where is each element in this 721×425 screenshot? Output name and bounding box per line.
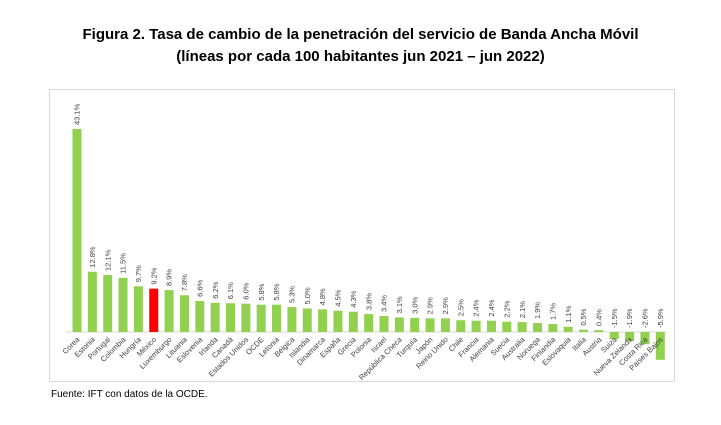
data-label-11: 6.0% xyxy=(241,282,250,299)
data-label-10: 6.1% xyxy=(226,282,235,299)
bar-5 xyxy=(149,288,159,332)
bar-26 xyxy=(471,320,481,332)
data-label-29: 2.1% xyxy=(518,301,527,318)
bar-27 xyxy=(486,320,496,332)
data-label-14: 5.3% xyxy=(288,286,297,303)
bar-34 xyxy=(594,330,604,332)
data-label-4: 9.7% xyxy=(134,265,143,282)
data-label-28: 2.2% xyxy=(502,300,511,317)
bar-29 xyxy=(517,322,527,332)
data-label-36: -1.9% xyxy=(625,308,634,328)
bar-17 xyxy=(333,310,343,332)
data-label-27: 2.4% xyxy=(487,299,496,316)
bar-24 xyxy=(440,318,450,332)
data-label-38: -5.9% xyxy=(656,308,665,328)
data-label-22: 3.0% xyxy=(410,296,419,313)
bar-12 xyxy=(256,304,266,332)
bar-3 xyxy=(118,277,128,332)
data-label-31: 1.7% xyxy=(548,303,557,320)
bar-0 xyxy=(72,129,82,332)
data-label-24: 2.9% xyxy=(441,297,450,314)
data-label-7: 7.8% xyxy=(180,274,189,291)
data-label-6: 8.9% xyxy=(165,269,174,286)
bar-18 xyxy=(348,311,358,332)
bar-6 xyxy=(164,290,174,332)
source-note: Fuente: IFT con datos de la OCDE. xyxy=(51,389,208,400)
data-label-3: 11.5% xyxy=(119,253,128,274)
bar-11 xyxy=(241,303,251,332)
data-label-33: 0.5% xyxy=(579,308,588,325)
bar-36 xyxy=(625,332,635,341)
data-label-26: 2.4% xyxy=(472,299,481,316)
bar-32 xyxy=(563,326,573,332)
chart-frame xyxy=(49,89,675,382)
bar-30 xyxy=(533,323,542,332)
bar-9 xyxy=(210,302,220,332)
bar-23 xyxy=(425,318,435,332)
bar-37 xyxy=(640,332,650,345)
bar-14 xyxy=(287,307,297,332)
bar-25 xyxy=(456,320,466,332)
data-label-17: 4.5% xyxy=(334,289,343,306)
bar-28 xyxy=(502,321,512,332)
bar-4 xyxy=(133,286,143,332)
data-label-12: 5.8% xyxy=(257,283,266,300)
bar-22 xyxy=(410,317,420,332)
bar-38 xyxy=(655,332,665,360)
bar-10 xyxy=(226,303,235,332)
bar-31 xyxy=(548,323,558,332)
data-label-15: 5.0% xyxy=(303,287,312,304)
data-label-23: 2.9% xyxy=(426,297,435,314)
chart-title-line1: Figura 2. Tasa de cambio de la penetraci… xyxy=(82,26,639,43)
data-label-21: 3.1% xyxy=(395,296,404,313)
bar-8 xyxy=(195,300,205,332)
data-label-13: 5.8% xyxy=(272,283,281,300)
data-label-34: 0.4% xyxy=(595,309,604,326)
bar-33 xyxy=(579,329,589,332)
data-label-2: 12.1% xyxy=(103,249,112,271)
bar-20 xyxy=(379,315,389,332)
data-label-18: 4.3% xyxy=(349,290,358,307)
chart-title: Figura 2. Tasa de cambio de la penetraci… xyxy=(0,24,721,68)
data-label-37: -2.6% xyxy=(641,308,650,328)
data-label-16: 4.8% xyxy=(318,288,327,305)
data-label-32: 1.1% xyxy=(564,305,573,322)
data-label-1: 12.8% xyxy=(88,246,97,268)
data-label-35: -1.5% xyxy=(610,308,619,328)
bar-19 xyxy=(364,314,374,332)
bar-1 xyxy=(87,271,97,332)
data-label-9: 6.2% xyxy=(211,281,220,298)
bar-16 xyxy=(318,309,328,332)
bar-2 xyxy=(103,275,113,332)
data-label-0: 43.1% xyxy=(73,103,82,125)
data-label-30: 1.9% xyxy=(533,302,542,319)
data-label-8: 6.6% xyxy=(195,279,204,296)
bar-21 xyxy=(394,317,404,332)
bar-35 xyxy=(609,332,619,340)
data-label-5: 9.2% xyxy=(149,267,158,284)
chart-title-line2: (líneas por cada 100 habitantes jun 2021… xyxy=(176,48,545,65)
data-label-25: 2.5% xyxy=(456,299,465,316)
bar-7 xyxy=(179,295,189,332)
data-label-20: 3.4% xyxy=(380,295,389,312)
bar-13 xyxy=(272,304,282,332)
bar-15 xyxy=(302,308,312,332)
data-label-19: 3.8% xyxy=(364,293,373,310)
